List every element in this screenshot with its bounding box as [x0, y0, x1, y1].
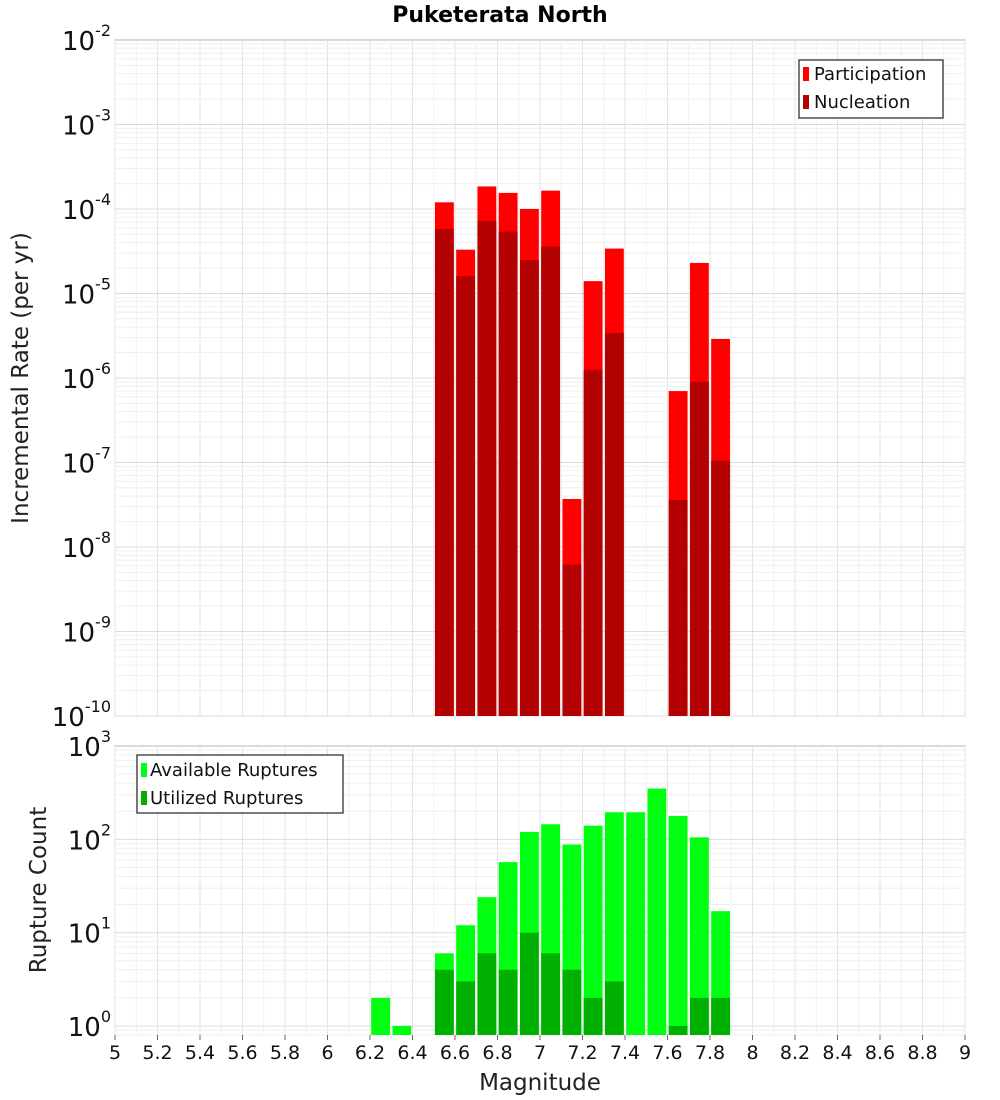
- top-y-axis-label: Incremental Rate (per yr): [8, 232, 34, 524]
- bottom-bar-utilized-ruptures: [668, 1025, 688, 1035]
- x-tick-label: 9: [959, 1042, 971, 1064]
- bottom-bar-utilized-ruptures: [477, 953, 497, 1035]
- bottom-bar-available-ruptures: [626, 812, 646, 1035]
- top-y-tick-label: 10-3: [62, 106, 111, 142]
- top-bar-nucleation: [519, 259, 539, 716]
- bottom-y-ticks: 103 102 101 100: [68, 727, 111, 1043]
- x-tick-label: 7.6: [652, 1042, 682, 1064]
- x-axis-label: Magnitude: [479, 1070, 601, 1096]
- x-tick-label: 7.8: [695, 1042, 725, 1064]
- bottom-bar-utilized-ruptures: [541, 953, 561, 1035]
- bottom-bar-available-ruptures: [689, 837, 709, 1035]
- bottom-bar-available-ruptures: [583, 825, 603, 1035]
- top-bar-nucleation: [498, 231, 518, 716]
- top-bar-nucleation: [689, 381, 709, 716]
- x-tick-label: 8: [746, 1042, 758, 1064]
- top-bar-nucleation: [562, 564, 582, 716]
- bottom-bar-utilized-ruptures: [689, 997, 709, 1035]
- legend-label-utilized: Utilized Ruptures: [150, 788, 303, 809]
- top-y-tick-label: 10-2: [62, 21, 111, 57]
- x-tick-label: 8.8: [907, 1042, 937, 1064]
- bottom-bar-utilized-ruptures: [604, 981, 624, 1035]
- top-bar-nucleation: [541, 246, 561, 716]
- bottom-bar-available-ruptures: [392, 1025, 412, 1035]
- bottom-bar-utilized-ruptures: [562, 969, 582, 1035]
- x-tick-label: 8.2: [780, 1042, 810, 1064]
- legend-label-nucleation: Nucleation: [814, 92, 910, 113]
- top-y-tick-label: 10-9: [62, 613, 111, 649]
- top-y-tick-label: 10-10: [52, 697, 111, 733]
- x-tick-labels: 5 5.2 5.4 5.6 5.8 6 6.2 6.4 6.6 6.8 7 7.2 7.4 7.6 7.8 8…: [109, 1035, 971, 1064]
- top-bar-nucleation: [711, 460, 731, 716]
- bottom-bar-available-ruptures: [371, 997, 391, 1035]
- top-bar-nucleation: [583, 369, 603, 716]
- top-bars: [434, 186, 731, 716]
- bottom-y-tick-label: 102: [68, 820, 111, 856]
- bottom-bar-utilized-ruptures: [498, 969, 518, 1035]
- top-bar-nucleation: [456, 276, 476, 716]
- bottom-bar-utilized-ruptures: [519, 932, 539, 1035]
- top-y-tick-label: 10-8: [62, 528, 111, 564]
- x-tick-label: 5.4: [185, 1042, 215, 1064]
- top-y-tick-label: 10-4: [62, 190, 111, 226]
- legend-swatch-available: [141, 763, 147, 777]
- legend-label-available: Available Ruptures: [150, 760, 318, 781]
- bottom-bar-utilized-ruptures: [434, 969, 454, 1035]
- top-bar-nucleation: [434, 228, 454, 716]
- top-y-tick-label: 10-5: [62, 275, 111, 311]
- x-tick-label: 7: [534, 1042, 546, 1064]
- top-y-tick-label: 10-6: [62, 359, 111, 395]
- bottom-bar-utilized-ruptures: [583, 997, 603, 1035]
- bottom-legend-box: [136, 754, 344, 814]
- bottom-bar-available-ruptures: [647, 788, 667, 1035]
- top-legend-box: [798, 59, 944, 119]
- x-tick-label: 7.2: [567, 1042, 597, 1064]
- x-tick-label: 6: [321, 1042, 333, 1064]
- x-tick-label: 6.2: [355, 1042, 385, 1064]
- x-tick-label: 5: [109, 1042, 121, 1064]
- bottom-bar-utilized-ruptures: [711, 997, 731, 1035]
- bottom-legend: Available Ruptures Utilized Ruptures: [136, 754, 344, 814]
- legend-label-participation: Participation: [814, 64, 926, 85]
- top-bar-nucleation: [604, 333, 624, 716]
- x-tick-label: 5.8: [270, 1042, 300, 1064]
- x-tick-label: 8.6: [865, 1042, 895, 1064]
- chart-title: Puketerata North: [392, 3, 607, 28]
- bottom-bar-available-ruptures: [668, 815, 688, 1035]
- x-tick-label: 5.2: [142, 1042, 172, 1064]
- top-bar-nucleation: [668, 499, 688, 716]
- top-y-ticks: 10-2 10-3 10-4 10-5 10-6 10-7 10-8 10-9 10-10: [52, 21, 111, 733]
- top-bar-nucleation: [477, 221, 497, 716]
- x-tick-label: 6.4: [397, 1042, 427, 1064]
- top-y-tick-label: 10-7: [62, 444, 111, 480]
- bottom-bar-utilized-ruptures: [456, 981, 476, 1035]
- x-tick-label: 6.6: [440, 1042, 470, 1064]
- legend-swatch-nucleation: [803, 95, 809, 109]
- bottom-y-tick-label: 103: [68, 727, 111, 763]
- legend-swatch-utilized: [141, 791, 147, 805]
- top-legend: Participation Nucleation: [798, 59, 944, 119]
- bottom-y-axis-label: Rupture Count: [26, 807, 52, 973]
- bottom-bar-available-ruptures: [604, 812, 624, 1035]
- top-gridlines: [114, 40, 966, 717]
- bottom-bars: [371, 788, 731, 1035]
- x-tick-label: 7.4: [610, 1042, 640, 1064]
- bottom-y-tick-label: 101: [68, 914, 111, 950]
- bottom-y-tick-label: 100: [68, 1007, 111, 1043]
- legend-swatch-participation: [803, 67, 809, 81]
- x-tick-label: 8.4: [822, 1042, 852, 1064]
- x-tick-label: 6.8: [482, 1042, 512, 1064]
- x-tick-label: 5.6: [227, 1042, 257, 1064]
